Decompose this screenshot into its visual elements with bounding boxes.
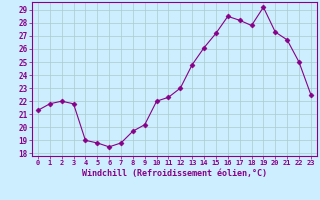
X-axis label: Windchill (Refroidissement éolien,°C): Windchill (Refroidissement éolien,°C) [82,169,267,178]
